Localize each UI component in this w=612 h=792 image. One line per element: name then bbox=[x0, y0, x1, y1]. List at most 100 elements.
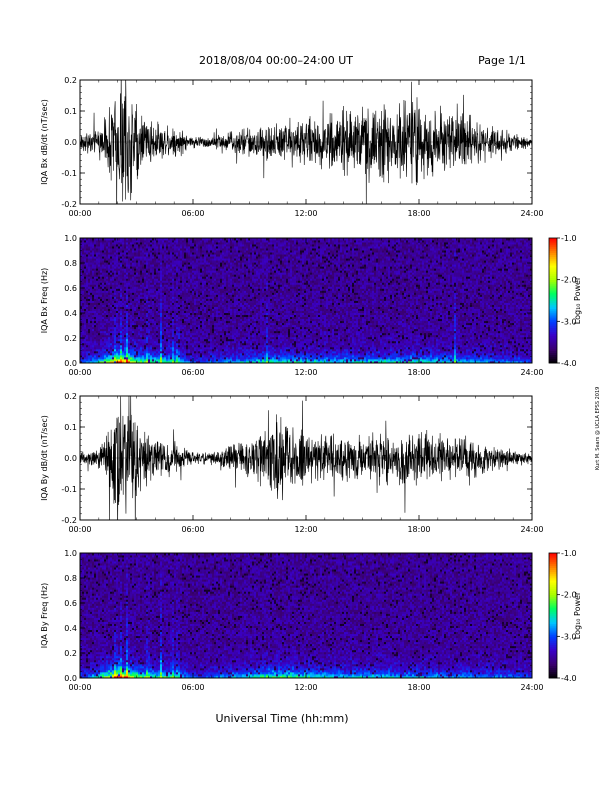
spectrogram-cell bbox=[212, 270, 215, 273]
spectrogram-cell bbox=[132, 312, 135, 316]
spectrogram-cell bbox=[158, 242, 161, 245]
spectrogram-cell bbox=[148, 248, 151, 251]
spectrogram-cell bbox=[180, 324, 183, 328]
spectrogram-cell bbox=[230, 342, 233, 346]
spectrogram-cell bbox=[108, 358, 111, 362]
spectrogram-cell bbox=[102, 352, 105, 356]
spectrogram-cell bbox=[86, 242, 89, 245]
spectrogram-cell bbox=[202, 246, 205, 249]
spectrogram-cell bbox=[236, 330, 239, 334]
spectrogram-cell bbox=[228, 306, 231, 309]
spectrogram-cell bbox=[208, 238, 211, 241]
spectrogram-cell bbox=[212, 350, 215, 354]
spectrogram-cell bbox=[208, 326, 211, 330]
spectrogram-cell bbox=[94, 348, 97, 352]
spectrogram-cell bbox=[194, 306, 197, 309]
spectrogram-cell bbox=[162, 244, 165, 247]
spectrogram-cell bbox=[164, 264, 167, 267]
spectrogram-cell bbox=[110, 316, 113, 320]
spectrogram-cell bbox=[166, 304, 169, 307]
spectrogram-cell bbox=[178, 270, 181, 273]
spectrogram-cell bbox=[114, 250, 117, 253]
spectrogram-cell bbox=[228, 310, 231, 313]
spectrogram-cell bbox=[178, 314, 181, 318]
spectrogram-cell bbox=[80, 334, 83, 338]
spectrogram-cell bbox=[102, 316, 105, 320]
spectrogram-cell bbox=[122, 254, 125, 257]
spectrogram-cell bbox=[142, 244, 145, 247]
spectrogram-cell bbox=[184, 304, 187, 307]
spectrogram-cell bbox=[96, 254, 99, 257]
spectrogram-cell bbox=[180, 306, 183, 309]
spectrogram-cell bbox=[180, 284, 183, 287]
spectrogram-cell bbox=[82, 350, 85, 354]
spectrogram-cell bbox=[200, 350, 203, 354]
spectrogram-cell bbox=[156, 258, 159, 261]
spectrogram-cell bbox=[84, 256, 87, 259]
spectrogram-cell bbox=[220, 294, 223, 297]
spectrogram-cell bbox=[170, 238, 173, 241]
spectrogram-cell bbox=[228, 322, 231, 326]
spectrogram-cell bbox=[150, 256, 153, 259]
spectrogram-cell bbox=[92, 310, 95, 313]
spectrogram-cell bbox=[218, 300, 221, 303]
spectrogram-cell bbox=[168, 306, 171, 309]
spectrogram-cell bbox=[226, 346, 229, 350]
spectrogram-cell bbox=[156, 322, 159, 326]
spectrogram-cell bbox=[94, 290, 97, 293]
spectrogram-cell bbox=[106, 262, 109, 265]
spectrogram-cell bbox=[106, 344, 109, 348]
spectrogram-cell bbox=[216, 316, 219, 320]
spectrogram-cell bbox=[198, 308, 201, 311]
spectrogram-cell bbox=[206, 284, 209, 287]
spectrogram-cell bbox=[176, 284, 179, 287]
spectrogram-cell bbox=[120, 264, 123, 267]
spectrogram-cell bbox=[192, 264, 195, 267]
spectrogram-cell bbox=[146, 332, 149, 336]
spectrogram-cell bbox=[212, 266, 215, 269]
spectrogram-cell bbox=[146, 290, 149, 293]
spectrogram-cell bbox=[172, 358, 175, 362]
spectrogram-cell bbox=[146, 294, 149, 297]
spectrogram-cell bbox=[186, 360, 189, 363]
spectrogram-cell bbox=[134, 272, 137, 275]
spectrogram-cell bbox=[118, 240, 121, 243]
spectrogram-cell bbox=[162, 298, 165, 301]
spectrogram-cell bbox=[164, 278, 167, 281]
spectrogram-cell bbox=[132, 258, 135, 261]
spectrogram-cell bbox=[198, 346, 201, 350]
spectrogram-cell bbox=[126, 252, 129, 255]
spectrogram-cell bbox=[136, 358, 139, 362]
spectrogram-cell bbox=[128, 246, 131, 249]
spectrogram-cell bbox=[200, 278, 203, 281]
spectrogram-cell bbox=[172, 272, 175, 275]
spectrogram-cell bbox=[162, 306, 165, 309]
spectrogram-cell bbox=[222, 310, 225, 313]
spectrogram-cell bbox=[116, 290, 119, 293]
spectrogram-cell bbox=[126, 292, 129, 295]
spectrogram-cell bbox=[190, 352, 193, 356]
spectrogram-cell bbox=[218, 330, 221, 334]
spectrogram-cell bbox=[228, 246, 231, 249]
spectrogram-cell bbox=[140, 272, 143, 275]
spectrogram-cell bbox=[236, 324, 239, 328]
spectrogram-cell bbox=[224, 244, 227, 247]
spectrogram-cell bbox=[140, 298, 143, 301]
spectrogram-cell bbox=[218, 258, 221, 261]
spectrogram-cell bbox=[206, 246, 209, 249]
spectrogram-cell bbox=[88, 262, 91, 265]
spectrogram-cell bbox=[86, 336, 89, 340]
spectrogram-cell bbox=[98, 254, 101, 257]
spectrogram-cell bbox=[172, 352, 175, 356]
spectrogram-cell bbox=[132, 318, 135, 322]
spectrogram-cell bbox=[202, 302, 205, 305]
spectrogram-cell bbox=[182, 360, 185, 363]
spectrogram-cell bbox=[92, 342, 95, 346]
spectrogram-cell bbox=[198, 320, 201, 324]
spectrogram-cell bbox=[166, 280, 169, 283]
spectrogram-cell bbox=[94, 298, 97, 301]
spectrogram-cell bbox=[122, 352, 125, 356]
spectrogram-cell bbox=[224, 330, 227, 334]
spectrogram-cell bbox=[204, 254, 207, 257]
spectrogram-cell bbox=[114, 316, 117, 320]
